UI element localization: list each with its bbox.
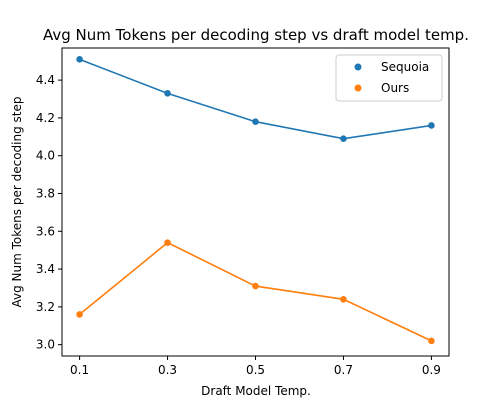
legend-label: Sequoia [381,60,429,74]
y-axis-label: Avg Num Tokens per decoding step [10,97,24,308]
y-tick-label: 3.4 [36,262,55,276]
data-point [164,90,171,97]
y-tick-label: 3.0 [36,338,55,352]
series-line [79,241,432,342]
data-point [428,122,435,129]
x-axis: 0.1 0.3 0.5 0.7 0.9 [70,356,441,377]
series-ours [76,239,435,345]
x-tick-label: 0.7 [334,363,353,377]
x-tick-label: 0.1 [70,363,89,377]
series-sequoia [76,56,435,142]
data-point [340,296,347,303]
y-tick-label: 4.2 [36,111,55,125]
data-point [252,118,259,125]
legend-box [335,54,443,102]
data-point [76,311,83,318]
x-axis-label: Draft Model Temp. [201,384,311,398]
y-axis: 3.0 3.2 3.4 3.6 3.8 4.0 4.2 4.4 [36,73,62,352]
legend-label: Ours [381,81,409,95]
data-point [428,337,435,345]
chart-title: Avg Num Tokens per decoding step vs draf… [43,26,469,44]
legend-marker [354,84,362,92]
y-tick-label: 3.6 [36,224,55,238]
y-tick-label: 3.8 [36,186,55,200]
x-tick-label: 0.3 [158,363,177,377]
y-tick-label: 4.4 [36,73,55,87]
data-point [252,282,259,290]
legend: Sequoia Ours [335,54,443,102]
data-point [340,135,347,142]
series-layer [76,56,435,345]
data-point [76,56,83,63]
y-tick-label: 3.2 [36,300,55,314]
data-point [164,239,171,246]
y-tick-label: 4.0 [36,149,55,163]
x-tick-label: 0.5 [246,363,265,377]
legend-marker [354,63,362,71]
x-tick-label: 0.9 [422,363,441,377]
